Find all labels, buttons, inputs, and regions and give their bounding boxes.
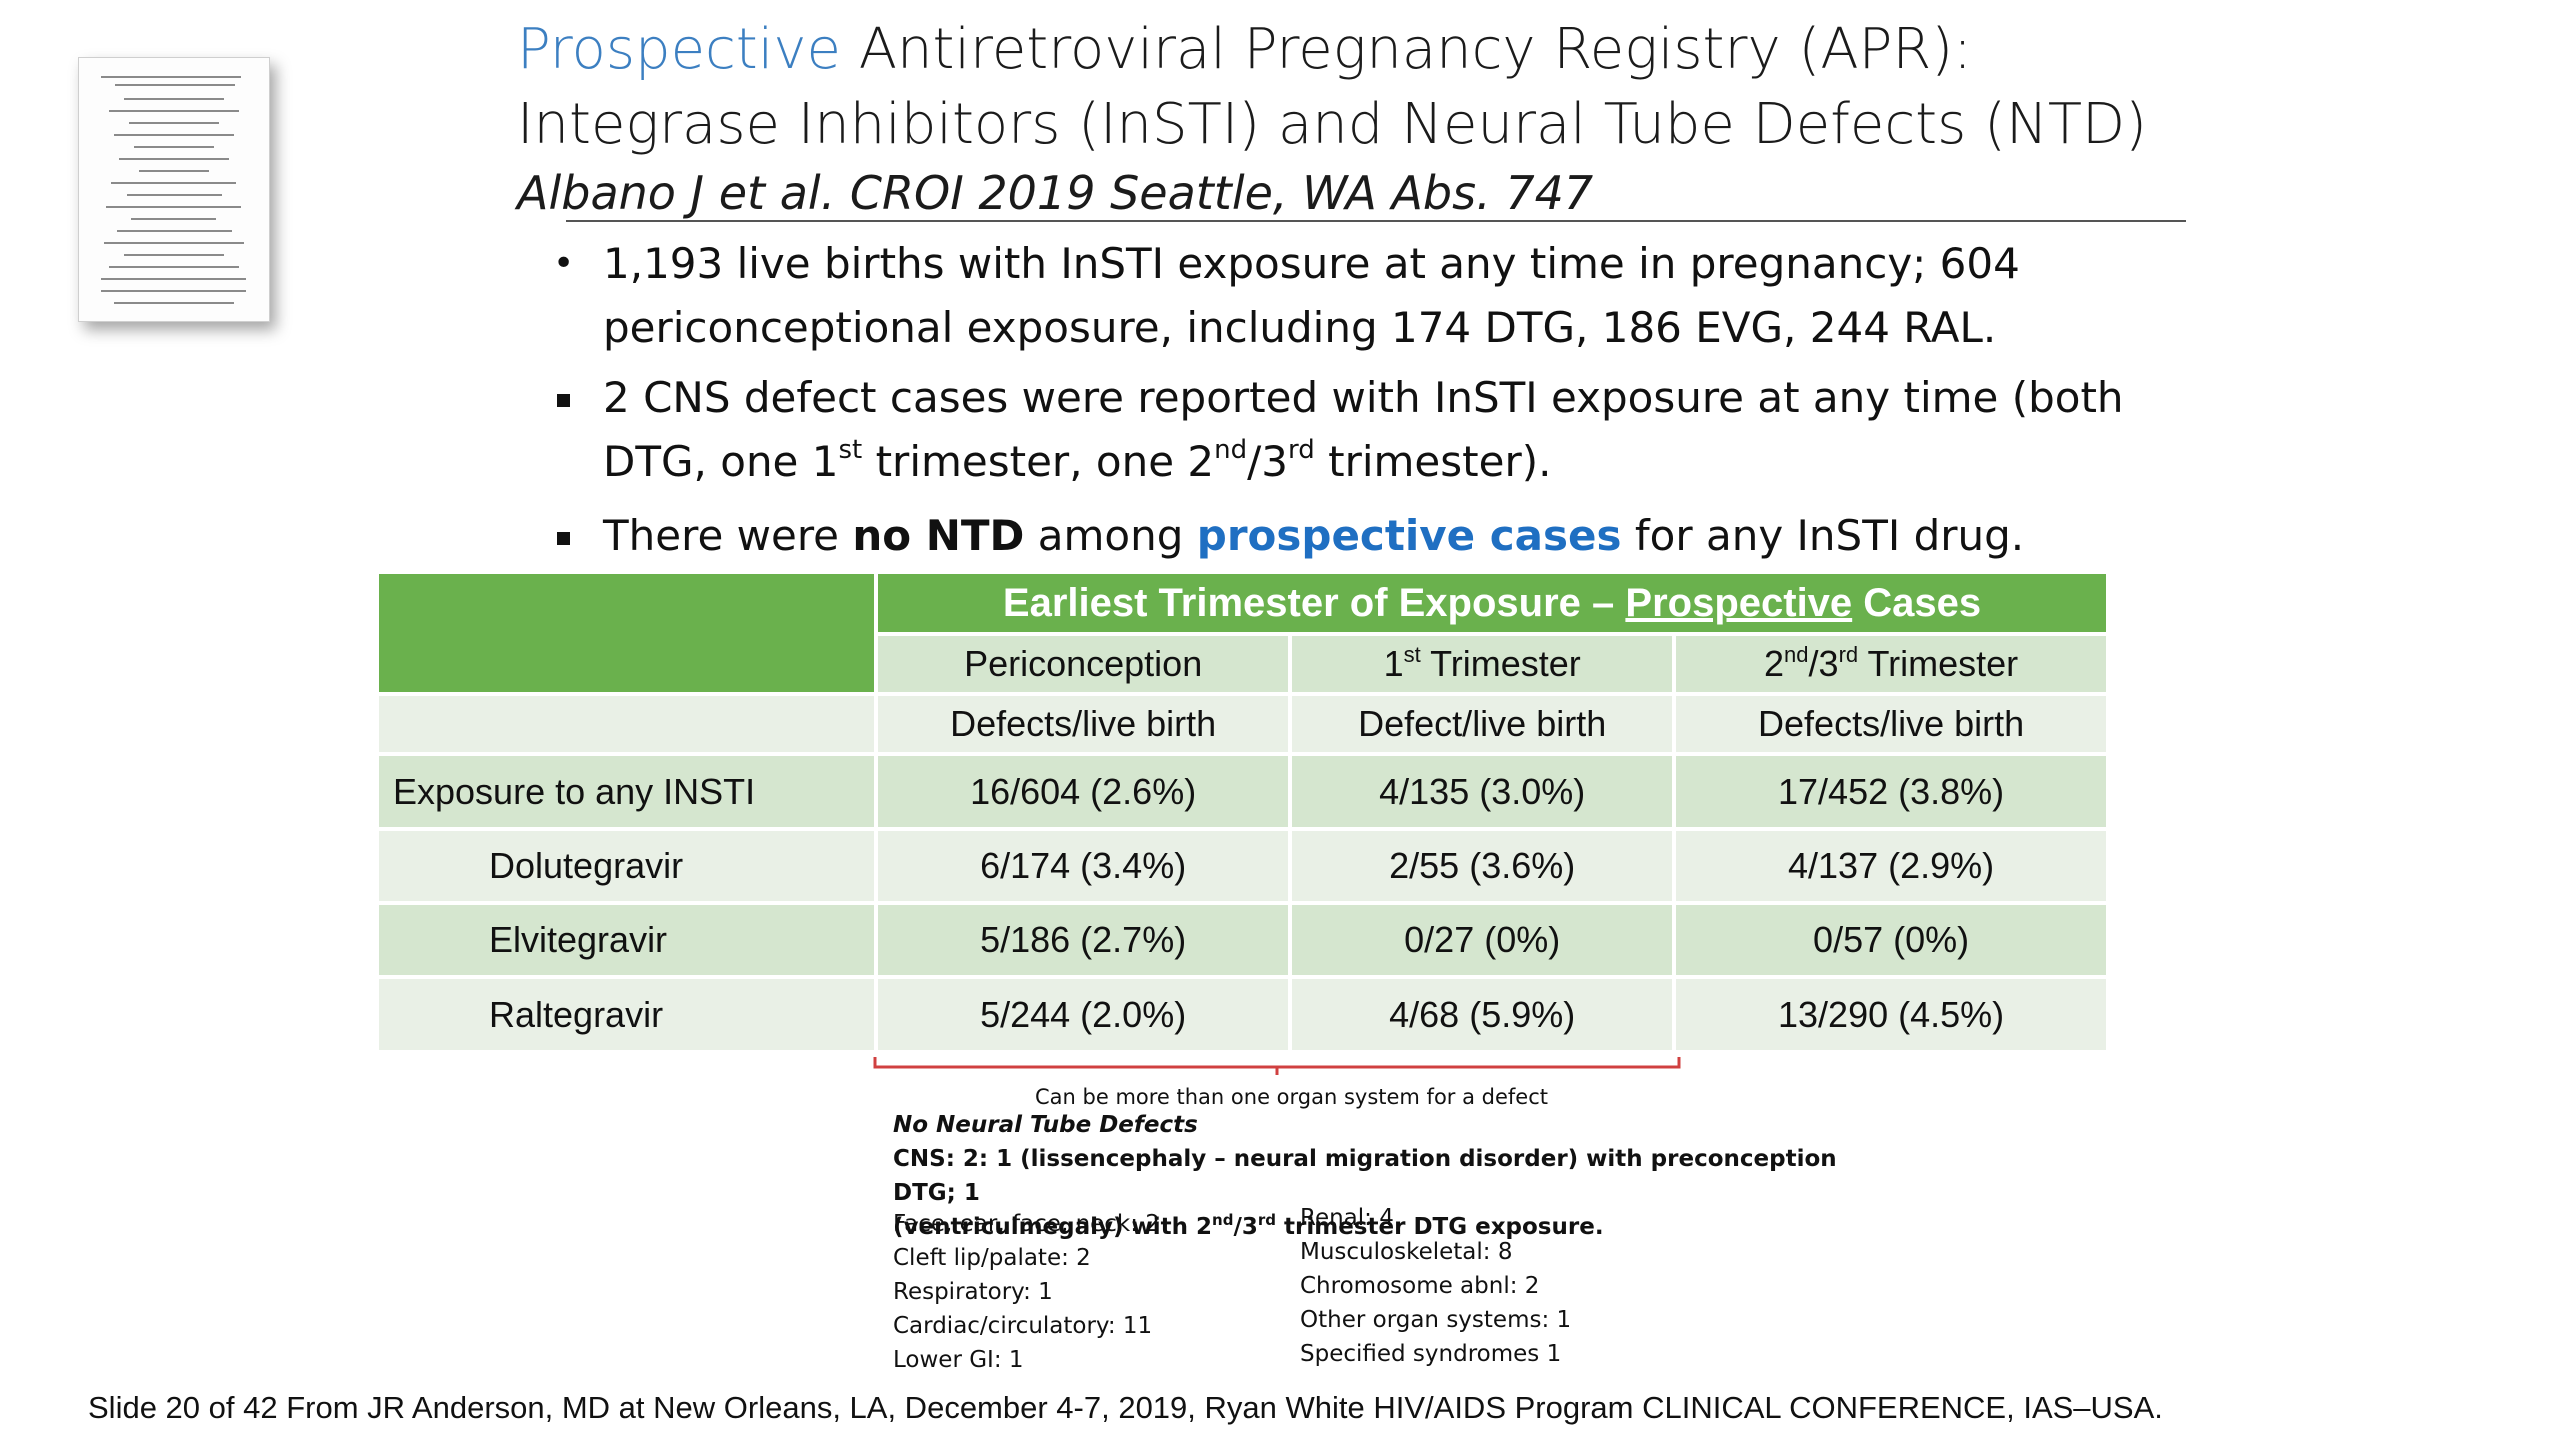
cell-first-trimester: 2/55 (3.6%)	[1288, 827, 1677, 905]
defects-table: Earliest Trimester of Exposure – Prospec…	[374, 570, 2110, 1054]
organ-item: Respiratory: 1	[893, 1279, 1053, 1305]
title-line1: Antiretroviral Pregnancy Registry (APR):	[840, 17, 1973, 82]
bullet-1-line1: 1,193 live births with InSTI exposure at…	[603, 239, 2020, 288]
cell-periconception: 16/604 (2.6%)	[874, 752, 1293, 831]
table-corner	[374, 570, 879, 696]
no-ntd-heading: No Neural Tube Defects	[893, 1112, 1198, 1138]
cns-line2: (ventriculmegaly) with 2nd/3rd trimester…	[893, 1210, 1893, 1244]
bullet-3: There were no NTD among prospective case…	[553, 504, 2213, 568]
table-header-underlined: Prospective	[1625, 580, 1853, 625]
cell-second-third-trimester: 17/452 (3.8%)	[1672, 752, 2110, 831]
organ-item: Lower GI: 1	[893, 1347, 1024, 1373]
table-row: Dolutegravir 6/174 (3.4%) 2/55 (3.6%) 4/…	[374, 827, 2110, 905]
bullet-2-text-c: /3	[1247, 437, 1288, 486]
cell-first-trimester: 4/68 (5.9%)	[1288, 975, 1677, 1054]
col2-sup: st	[1403, 642, 1421, 667]
bullet-2-sup-1: st	[838, 435, 863, 465]
row-label: Raltegravir	[374, 975, 879, 1054]
title-line2: Integrase Inhibitors (InSTI) and Neural …	[517, 92, 2148, 157]
organ-item: Specified syndromes 1	[1300, 1341, 1562, 1367]
citation: Albano J et al. CROI 2019 Seattle, WA Ab…	[517, 166, 1594, 220]
cell-second-third-trimester: 0/57 (0%)	[1672, 901, 2110, 979]
col-header-second-third-trimester: 2nd/3rd Trimester	[1672, 632, 2110, 696]
col3-c: Trimester	[1858, 643, 2019, 684]
col3-sup1: nd	[1784, 642, 1809, 667]
organ-item: Musculoskeletal: 8	[1300, 1239, 1513, 1265]
col3-sup2: rd	[1838, 642, 1859, 667]
report-thumbnail	[78, 57, 270, 322]
organ-item: Chromosome abnl: 2	[1300, 1273, 1540, 1299]
cns-text-c: trimester DTG exposure.	[1276, 1214, 1604, 1240]
table-header: Earliest Trimester of Exposure – Prospec…	[874, 570, 2110, 636]
brace-note: Can be more than one organ system for a …	[1035, 1085, 1548, 1109]
col3-b: /3	[1808, 643, 1839, 684]
cns-line1: CNS: 2: 1 (lissencephaly – neural migrat…	[893, 1146, 1837, 1206]
col2-num: 1	[1383, 643, 1404, 684]
cell-periconception: 5/244 (2.0%)	[874, 975, 1293, 1054]
bullet-2-text-b: trimester, one 2	[862, 437, 1215, 486]
organ-item: Face, ear, face, neck: 2	[893, 1211, 1160, 1237]
bullet-list: • 1,193 live births with InSTI exposure …	[553, 232, 2213, 568]
cell-periconception: 6/174 (3.4%)	[874, 827, 1293, 905]
title-accent: Prospective	[517, 17, 841, 82]
cell-second-third-trimester: 4/137 (2.9%)	[1672, 827, 2110, 905]
red-brace-icon	[873, 1057, 1681, 1075]
slide-footer: Slide 20 of 42 From JR Anderson, MD at N…	[88, 1390, 2163, 1425]
col2-rest: Trimester	[1420, 643, 1581, 684]
organ-item: Cleft lip/palate: 2	[893, 1245, 1091, 1271]
col-header-periconception: Periconception	[874, 632, 1293, 696]
cell-first-trimester: 4/135 (3.0%)	[1288, 752, 1677, 831]
footnotes: No Neural Tube Defects CNS: 2: 1 (lissen…	[893, 1108, 1893, 1244]
organ-item: Cardiac/circulatory: 11	[893, 1313, 1153, 1339]
round-bullet-icon: •	[553, 243, 575, 284]
bullet-2-text-a: DTG, one 1	[603, 437, 839, 486]
bullet-3-text-a: There were	[603, 511, 853, 560]
title-divider	[566, 220, 2186, 222]
table-row: Elvitegravir 5/186 (2.7%) 0/27 (0%) 0/57…	[374, 901, 2110, 979]
bullet-2-text-d: trimester).	[1314, 437, 1552, 486]
bullet-3-text-b: among	[1024, 511, 1197, 560]
cell-periconception: 5/186 (2.7%)	[874, 901, 1293, 979]
cns-sup1: nd	[1212, 1211, 1234, 1229]
bullet-3-highlight: prospective cases	[1196, 511, 1622, 560]
cell-first-trimester: 0/27 (0%)	[1288, 901, 1677, 979]
organ-item: Other organ systems: 1	[1300, 1307, 1572, 1333]
cell-second-third-trimester: 13/290 (4.5%)	[1672, 975, 2110, 1054]
sub-header-1: Defects/live birth	[874, 692, 1293, 756]
col-header-first-trimester: 1st Trimester	[1288, 632, 1677, 696]
table-row: Exposure to any INSTI 16/604 (2.6%) 4/13…	[374, 752, 2110, 831]
organ-list-left: Face, ear, face, neck: 2 Cleft lip/palat…	[893, 1207, 1160, 1377]
bullet-2-line2: DTG, one 1st trimester, one 2nd/3rd trim…	[603, 430, 2213, 494]
table-header-text-b: Cases	[1852, 580, 1982, 625]
sub-header-empty	[374, 692, 879, 756]
sub-header-3: Defects/live birth	[1672, 692, 2110, 756]
bullet-2-line1: 2 CNS defect cases were reported with In…	[603, 373, 2124, 422]
cns-text-a: (ventriculmegaly) with 2	[893, 1214, 1213, 1240]
table-row: Raltegravir 5/244 (2.0%) 4/68 (5.9%) 13/…	[374, 975, 2110, 1054]
sub-header-2: Defect/live birth	[1288, 692, 1677, 756]
bullet-3-text-c: for any InSTI drug.	[1621, 511, 2025, 560]
row-label: Dolutegravir	[374, 827, 879, 905]
cns-text-b: /3	[1233, 1214, 1258, 1240]
slide-title: Prospective Antiretroviral Pregnancy Reg…	[517, 12, 2317, 162]
col3-a: 2	[1764, 643, 1785, 684]
table-header-text-a: Earliest Trimester of Exposure –	[1002, 580, 1626, 625]
bullet-3-bold: no NTD	[852, 511, 1025, 560]
bullet-1-line2: periconceptional exposure, including 174…	[603, 303, 1997, 352]
bullet-2-sup-3: rd	[1288, 435, 1315, 465]
bullet-2: 2 CNS defect cases were reported with In…	[553, 366, 2213, 494]
bullet-1: • 1,193 live births with InSTI exposure …	[553, 232, 2213, 360]
organ-item: Renal: 4	[1300, 1205, 1394, 1231]
bullet-2-sup-2: nd	[1214, 435, 1248, 465]
cns-sup2: rd	[1257, 1211, 1277, 1229]
row-label: Exposure to any INSTI	[374, 752, 879, 831]
row-label: Elvitegravir	[374, 901, 879, 979]
organ-list-right: Renal: 4 Musculoskeletal: 8 Chromosome a…	[1300, 1201, 1571, 1371]
